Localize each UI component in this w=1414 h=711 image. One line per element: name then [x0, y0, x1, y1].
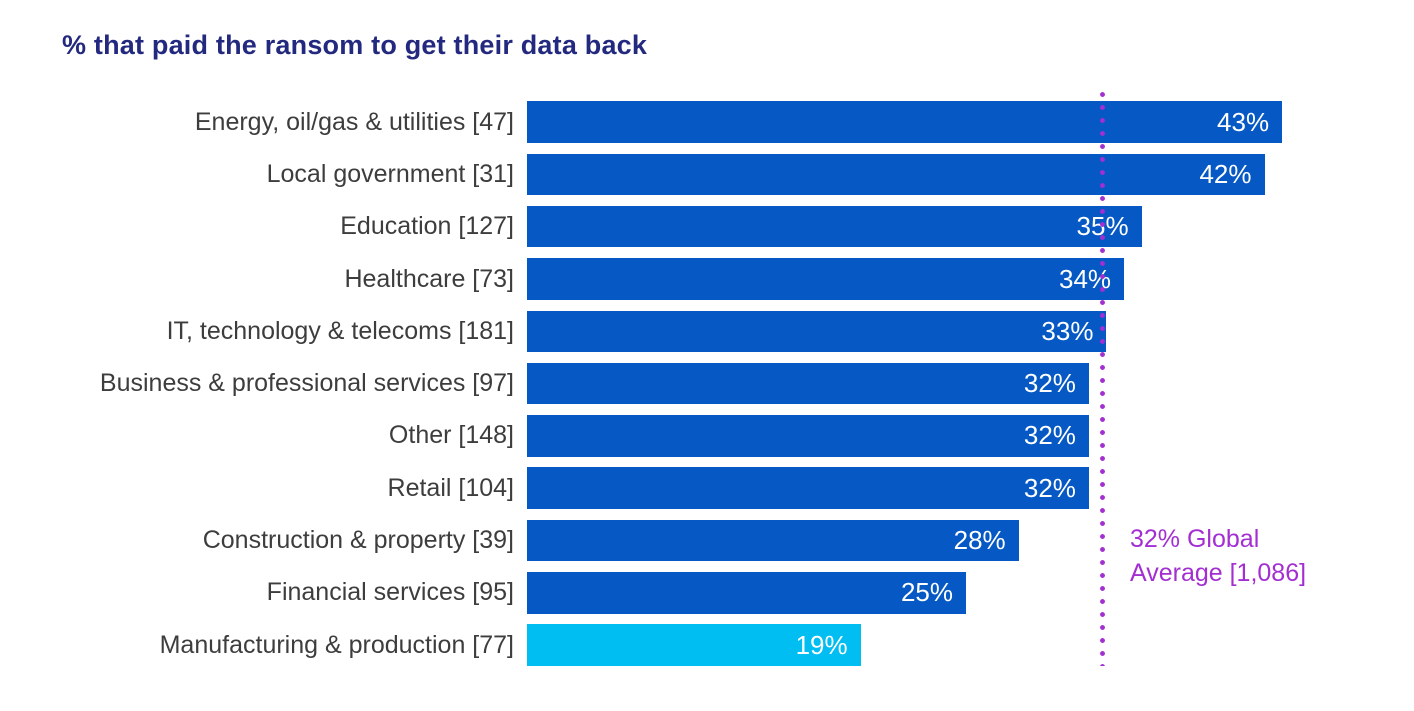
bar-row: Financial services [95] 25% — [0, 567, 1414, 619]
category-label: Energy, oil/gas & utilities [47] — [194, 107, 514, 136]
bar: 42% — [527, 153, 1265, 196]
bar: 32% — [527, 467, 1089, 509]
bar: 32% — [527, 415, 1089, 457]
bar: 32% — [527, 362, 1089, 405]
bar-row: Energy, oil/gas & utilities [47] 43% — [0, 96, 1414, 148]
bar: 28% — [527, 519, 1019, 562]
category-label: Business & professional services [97] — [99, 369, 514, 398]
bar-row: Retail [104] 32% — [0, 462, 1414, 514]
bar-value-label: 42% — [1199, 158, 1252, 189]
category-label: IT, technology & telecoms [181] — [166, 316, 514, 345]
bar-row: Education [127] 35% — [0, 201, 1414, 253]
bar: 25% — [527, 572, 966, 614]
bar-value-label: 25% — [900, 577, 953, 608]
bar-row: Local government [31] 42% — [0, 148, 1414, 200]
category-label: Manufacturing & production [77] — [159, 630, 514, 659]
category-label: Construction & property [39] — [202, 526, 514, 555]
global-average-annotation: 32% Global Average [1,086] — [1130, 525, 1307, 587]
bar: 34% — [527, 258, 1125, 300]
bar-value-label: 33% — [1041, 315, 1094, 346]
bar-chart: Energy, oil/gas & utilities [47] 43% Loc… — [0, 96, 1414, 671]
bar-row: Manufacturing & production [77] 19% — [0, 619, 1414, 671]
bar-value-label: 28% — [953, 525, 1006, 556]
category-label: Financial services [95] — [266, 578, 514, 607]
bar-row: Healthcare [73] 34% — [0, 253, 1414, 305]
bar: 19% — [527, 624, 861, 666]
bar-value-label: 34% — [1058, 263, 1112, 294]
bar: 43% — [527, 101, 1283, 143]
bar-row: Construction & property [39] 28% — [0, 514, 1414, 566]
bar-value-label: 43% — [1217, 106, 1270, 137]
bar-value-label: 19% — [795, 629, 848, 660]
bar-value-label: 32% — [1023, 368, 1076, 399]
bar: 35% — [527, 205, 1142, 248]
category-label: Education [127] — [340, 212, 514, 241]
category-label: Retail [104] — [387, 473, 514, 502]
bar-value-label: 32% — [1023, 472, 1076, 503]
category-label: Other [148] — [388, 421, 514, 450]
category-label: Local government [31] — [266, 159, 514, 188]
bar-value-label: 35% — [1077, 211, 1142, 242]
category-label: Healthcare [73] — [344, 264, 514, 293]
bar-row: IT, technology & telecoms [181] 33% — [0, 305, 1414, 357]
bar-value-label: 32% — [1023, 420, 1076, 451]
chart-title: % that paid the ransom to get their data… — [62, 30, 648, 60]
bar: 33% — [527, 310, 1107, 353]
global-average-dotted-line — [1100, 88, 1105, 666]
bar-row: Other [148] 32% — [0, 410, 1414, 462]
bar-row: Business & professional services [97] 32… — [0, 357, 1414, 409]
